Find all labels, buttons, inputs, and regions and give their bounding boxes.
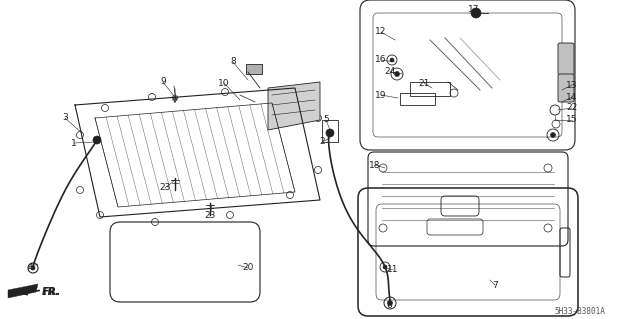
Text: 9: 9: [160, 78, 166, 86]
Text: 1: 1: [71, 138, 77, 147]
Polygon shape: [8, 284, 38, 298]
Circle shape: [390, 58, 394, 62]
Text: 11: 11: [387, 265, 399, 275]
Text: 18: 18: [369, 160, 381, 169]
Text: 22: 22: [566, 103, 578, 113]
Text: 15: 15: [566, 115, 578, 124]
Circle shape: [383, 265, 387, 269]
Text: 21: 21: [419, 78, 429, 87]
Polygon shape: [268, 82, 320, 130]
Text: 5: 5: [323, 115, 329, 124]
Text: 10: 10: [218, 78, 230, 87]
FancyBboxPatch shape: [246, 64, 262, 74]
Text: 8: 8: [230, 57, 236, 66]
Text: FR.: FR.: [42, 287, 60, 297]
Circle shape: [471, 8, 481, 18]
Circle shape: [172, 95, 178, 101]
Circle shape: [31, 266, 35, 270]
Text: FR.: FR.: [42, 287, 60, 297]
Text: 2: 2: [319, 137, 325, 146]
Circle shape: [93, 136, 101, 144]
Text: 12: 12: [375, 27, 387, 36]
Text: 3: 3: [62, 114, 68, 122]
Text: 4: 4: [27, 263, 33, 271]
Text: 24: 24: [385, 68, 396, 77]
Text: 17: 17: [468, 5, 480, 14]
Circle shape: [326, 129, 334, 137]
Text: 6: 6: [386, 301, 392, 310]
FancyBboxPatch shape: [558, 43, 574, 75]
Text: 5H33-B3801A: 5H33-B3801A: [555, 308, 605, 316]
Text: 20: 20: [243, 263, 253, 272]
Circle shape: [387, 300, 392, 306]
Circle shape: [550, 132, 556, 137]
Text: 7: 7: [492, 280, 498, 290]
Text: 23: 23: [159, 183, 171, 192]
FancyBboxPatch shape: [558, 74, 574, 102]
Text: 19: 19: [375, 91, 387, 100]
Text: 16: 16: [375, 56, 387, 64]
Circle shape: [394, 71, 399, 77]
Text: 23: 23: [204, 211, 216, 219]
Text: 14: 14: [566, 93, 578, 101]
Text: 13: 13: [566, 80, 578, 90]
